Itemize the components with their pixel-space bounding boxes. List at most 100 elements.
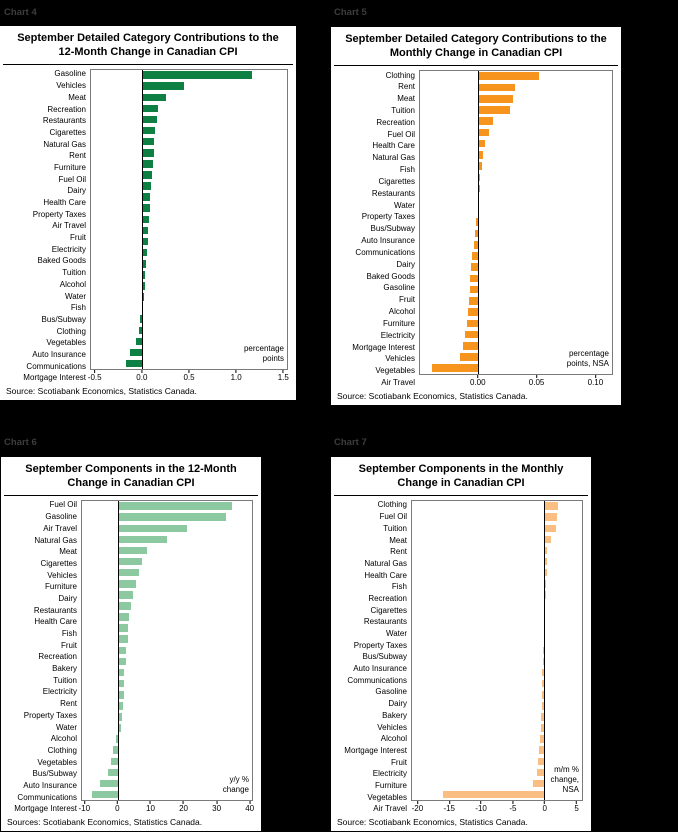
category-label: Mortgage Interest (14, 804, 77, 814)
x-axis-tick: 30 (212, 801, 221, 813)
bar-row (412, 634, 582, 645)
bar-row (82, 623, 252, 634)
bar (544, 535, 551, 544)
category-label: Dairy (388, 699, 407, 709)
bar (142, 82, 185, 91)
bar (475, 218, 479, 227)
category-label: Clothing (47, 745, 77, 755)
bar-row (91, 114, 287, 125)
bar (542, 657, 545, 666)
category-label: Rent (390, 547, 407, 557)
x-axis-tick: 10 (146, 801, 155, 813)
category-label: Meat (389, 535, 407, 545)
bar-row (412, 745, 582, 756)
category-label: Clothing (377, 500, 407, 510)
bar-row (82, 745, 252, 756)
chart-body: Clothing Rent Meat Tuition Recreation Fuel Oi… (331, 66, 621, 389)
bar (467, 308, 479, 316)
bar (544, 513, 557, 522)
bar-row (82, 678, 252, 689)
axis-unit-note: y/y % change (222, 775, 249, 794)
bar (117, 502, 233, 510)
bar-row (82, 645, 252, 656)
bar-row (420, 71, 612, 82)
bar (468, 297, 479, 305)
category-label: Baked Goods (37, 256, 86, 266)
category-label: Natural Gas (372, 153, 415, 163)
bar-row (91, 236, 287, 247)
category-label: Natural Gas (364, 558, 407, 568)
bar (542, 668, 545, 677)
x-axis-tick: 1.0 (231, 370, 242, 382)
category-label: Cigarettes (49, 127, 86, 137)
category-label: Vegetables (37, 757, 77, 767)
bar-row (412, 756, 582, 767)
plot-wrap: percentage points, NSA 0.00 0.05 0.10 (419, 69, 613, 389)
category-label: Meat (397, 94, 415, 104)
bar (142, 137, 155, 146)
chart-body: Clothing Fuel Oil Tuition Meat Rent Natural G… (331, 496, 591, 815)
category-label: Bus/Subway (362, 652, 407, 662)
category-label: Rent (398, 82, 415, 92)
bar (117, 557, 143, 566)
bar-row (91, 314, 287, 325)
x-axis: -0.5 0.0 0.5 1.0 1.5 (88, 370, 289, 384)
x-axis-tick: -5 (509, 801, 516, 813)
x-axis-tick: 0.5 (183, 370, 194, 382)
bar-row (420, 363, 612, 374)
bar (478, 184, 481, 193)
bar-row (82, 722, 252, 733)
bar (117, 713, 122, 721)
category-label: Fish (399, 165, 415, 175)
bar (544, 524, 556, 533)
category-label: Vehicles (385, 354, 415, 364)
bar-row (91, 325, 287, 336)
x-axis-tick: -10 (79, 801, 91, 813)
category-label: Meat (68, 92, 86, 102)
bar (142, 71, 252, 79)
bar-row (412, 578, 582, 589)
bar (91, 790, 118, 799)
bar (431, 364, 479, 373)
category-label: Vehicles (56, 81, 86, 91)
x-axis: -10 0 10 20 30 40 (79, 801, 255, 815)
bar (142, 104, 159, 113)
bar-row (82, 512, 252, 523)
bar (544, 568, 547, 577)
bar (130, 348, 143, 357)
category-label: Electricity (372, 769, 407, 779)
category-label: Mortgage Interest (23, 373, 86, 383)
bar (117, 679, 125, 688)
category-label: Restaurants (363, 617, 407, 627)
bar-row (82, 734, 252, 745)
bar-row (412, 722, 582, 733)
category-label: Restaurants (371, 188, 415, 198)
category-label: Furniture (53, 162, 86, 172)
bar (542, 679, 545, 688)
bar-row (420, 183, 612, 194)
category-label: Bakery (382, 710, 407, 720)
category-label: Natural Gas (34, 535, 77, 545)
bars-container (420, 71, 612, 374)
bar-row (91, 303, 287, 314)
bar-row (420, 262, 612, 273)
bar (459, 353, 479, 361)
bar (116, 735, 118, 743)
bar (117, 646, 127, 655)
category-label: Cigarettes (378, 176, 415, 186)
category-label: Gasoline (45, 512, 77, 522)
x-axis-tick: 1.5 (278, 370, 289, 382)
bar (117, 613, 130, 621)
bar (544, 502, 559, 510)
bar-row (412, 612, 582, 623)
bar (478, 106, 510, 114)
category-label: Water (64, 291, 86, 301)
bar-row (412, 767, 582, 778)
chart-body: Fuel Oil Gasoline Air Travel Natural Gas Mea… (1, 496, 261, 815)
bar-row (420, 228, 612, 239)
category-label: Communications (17, 792, 77, 802)
bar-row (412, 667, 582, 678)
category-label: Mortgage Interest (344, 745, 407, 755)
plot-area: percentage points, NSA (419, 69, 613, 375)
bar-row (420, 273, 612, 284)
